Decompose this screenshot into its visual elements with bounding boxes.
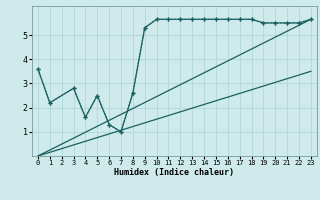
X-axis label: Humidex (Indice chaleur): Humidex (Indice chaleur) <box>115 168 234 177</box>
